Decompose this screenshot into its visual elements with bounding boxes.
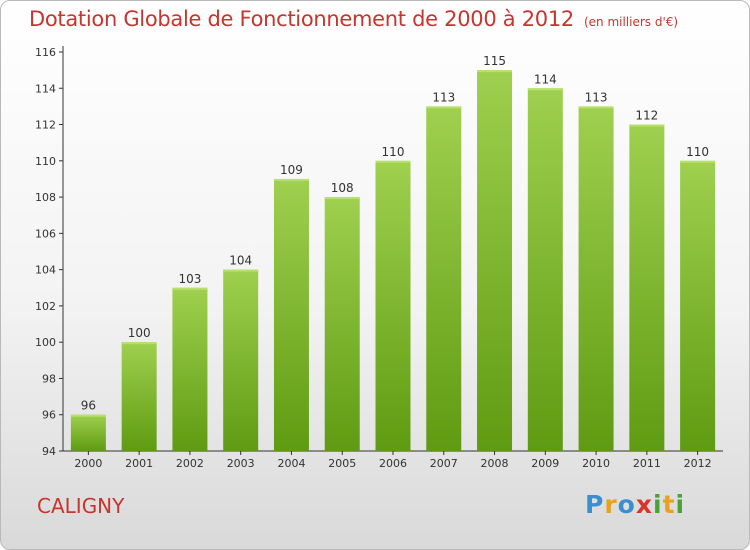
bar-value-label: 108 [331,181,354,195]
bar [426,106,462,451]
proxiti-logo: Proxiti [585,490,685,519]
bar-highlight [223,269,259,272]
bar [629,124,665,451]
x-tick-label: 2005 [328,457,356,470]
chart-axes: 94 96 98 100 102 104 106 108 110 112 114 116 2000 200… [35,46,723,470]
bar [680,160,716,451]
bar-value-label: 113 [585,90,608,104]
bar-highlight [172,287,208,290]
bar-value-label: 112 [635,109,658,123]
bar-highlight [324,197,360,200]
y-tick-label: 100 [35,336,56,349]
bar-highlight [121,342,157,345]
chart-title: Dotation Globale de Fonctionnement de 20… [29,7,678,31]
y-tick-label: 102 [35,300,56,313]
y-tick-label: 98 [42,372,56,385]
y-tick-label: 114 [35,82,56,95]
x-tick-label: 2006 [379,457,407,470]
x-tick-label: 2010 [582,457,610,470]
x-tick-label: 2002 [176,457,204,470]
logo-letter: t [662,490,676,519]
bar-value-label: 100 [128,326,151,340]
y-tick-label: 96 [42,409,56,422]
y-tick-label: 104 [35,264,56,277]
y-tick-label: 108 [35,191,56,204]
logo-letter: r [604,490,618,519]
bar-value-label: 109 [280,163,303,177]
y-tick-label: 116 [35,46,56,59]
chart-subtitle: (en milliers d'€) [583,15,679,29]
bar [70,414,106,451]
bar [273,178,309,452]
logo-letter: o [617,490,636,519]
bar [172,287,208,451]
bar-highlight [273,178,309,181]
bar-highlight [578,106,614,109]
logo-letter: i [675,490,686,519]
bar-value-label: 113 [432,90,455,104]
bar-value-label: 96 [81,399,96,413]
bar-value-label: 110 [382,145,405,159]
x-tick-label: 2001 [125,457,153,470]
bar-value-label: 114 [534,72,557,86]
logo-letter: P [585,490,605,519]
chart-bars [70,70,716,452]
bar [121,342,157,451]
x-tick-label: 2011 [633,457,661,470]
bar-highlight [426,106,462,109]
x-tick-label: 2004 [277,457,305,470]
town-name: CALIGNY [37,494,125,518]
x-tick-label: 2009 [531,457,559,470]
bar-value-label: 110 [686,145,709,159]
bar [223,269,259,451]
logo-letter: i [653,490,663,519]
bar [324,197,360,451]
bar [375,160,411,451]
bar [578,106,614,451]
bar [527,88,563,451]
x-tick-label: 2012 [684,457,712,470]
x-tick-label: 2007 [430,457,458,470]
logo-letter: x [635,490,653,519]
x-tick-label: 2003 [227,457,255,470]
x-tick-label: 2008 [481,457,509,470]
bar-highlight [477,70,513,73]
chart-title-text: Dotation Globale de Fonctionnement de 20… [29,7,574,31]
y-tick-label: 94 [42,445,56,458]
bar-value-label: 115 [483,54,506,68]
bar-highlight [375,160,411,163]
bar [477,70,513,452]
bar-highlight [527,88,563,91]
bar-value-label: 103 [178,272,201,286]
y-tick-label: 112 [35,119,56,132]
y-tick-label: 110 [35,155,56,168]
bar-highlight [680,160,716,163]
bar-highlight [629,124,665,127]
chart-data-labels: 96 100 103 104 109 108 110 113 115 114 113 112 110 [81,54,709,413]
bar-value-label: 104 [229,254,252,268]
bar-highlight [70,414,106,417]
y-tick-label: 106 [35,227,56,240]
x-tick-label: 2000 [74,457,102,470]
